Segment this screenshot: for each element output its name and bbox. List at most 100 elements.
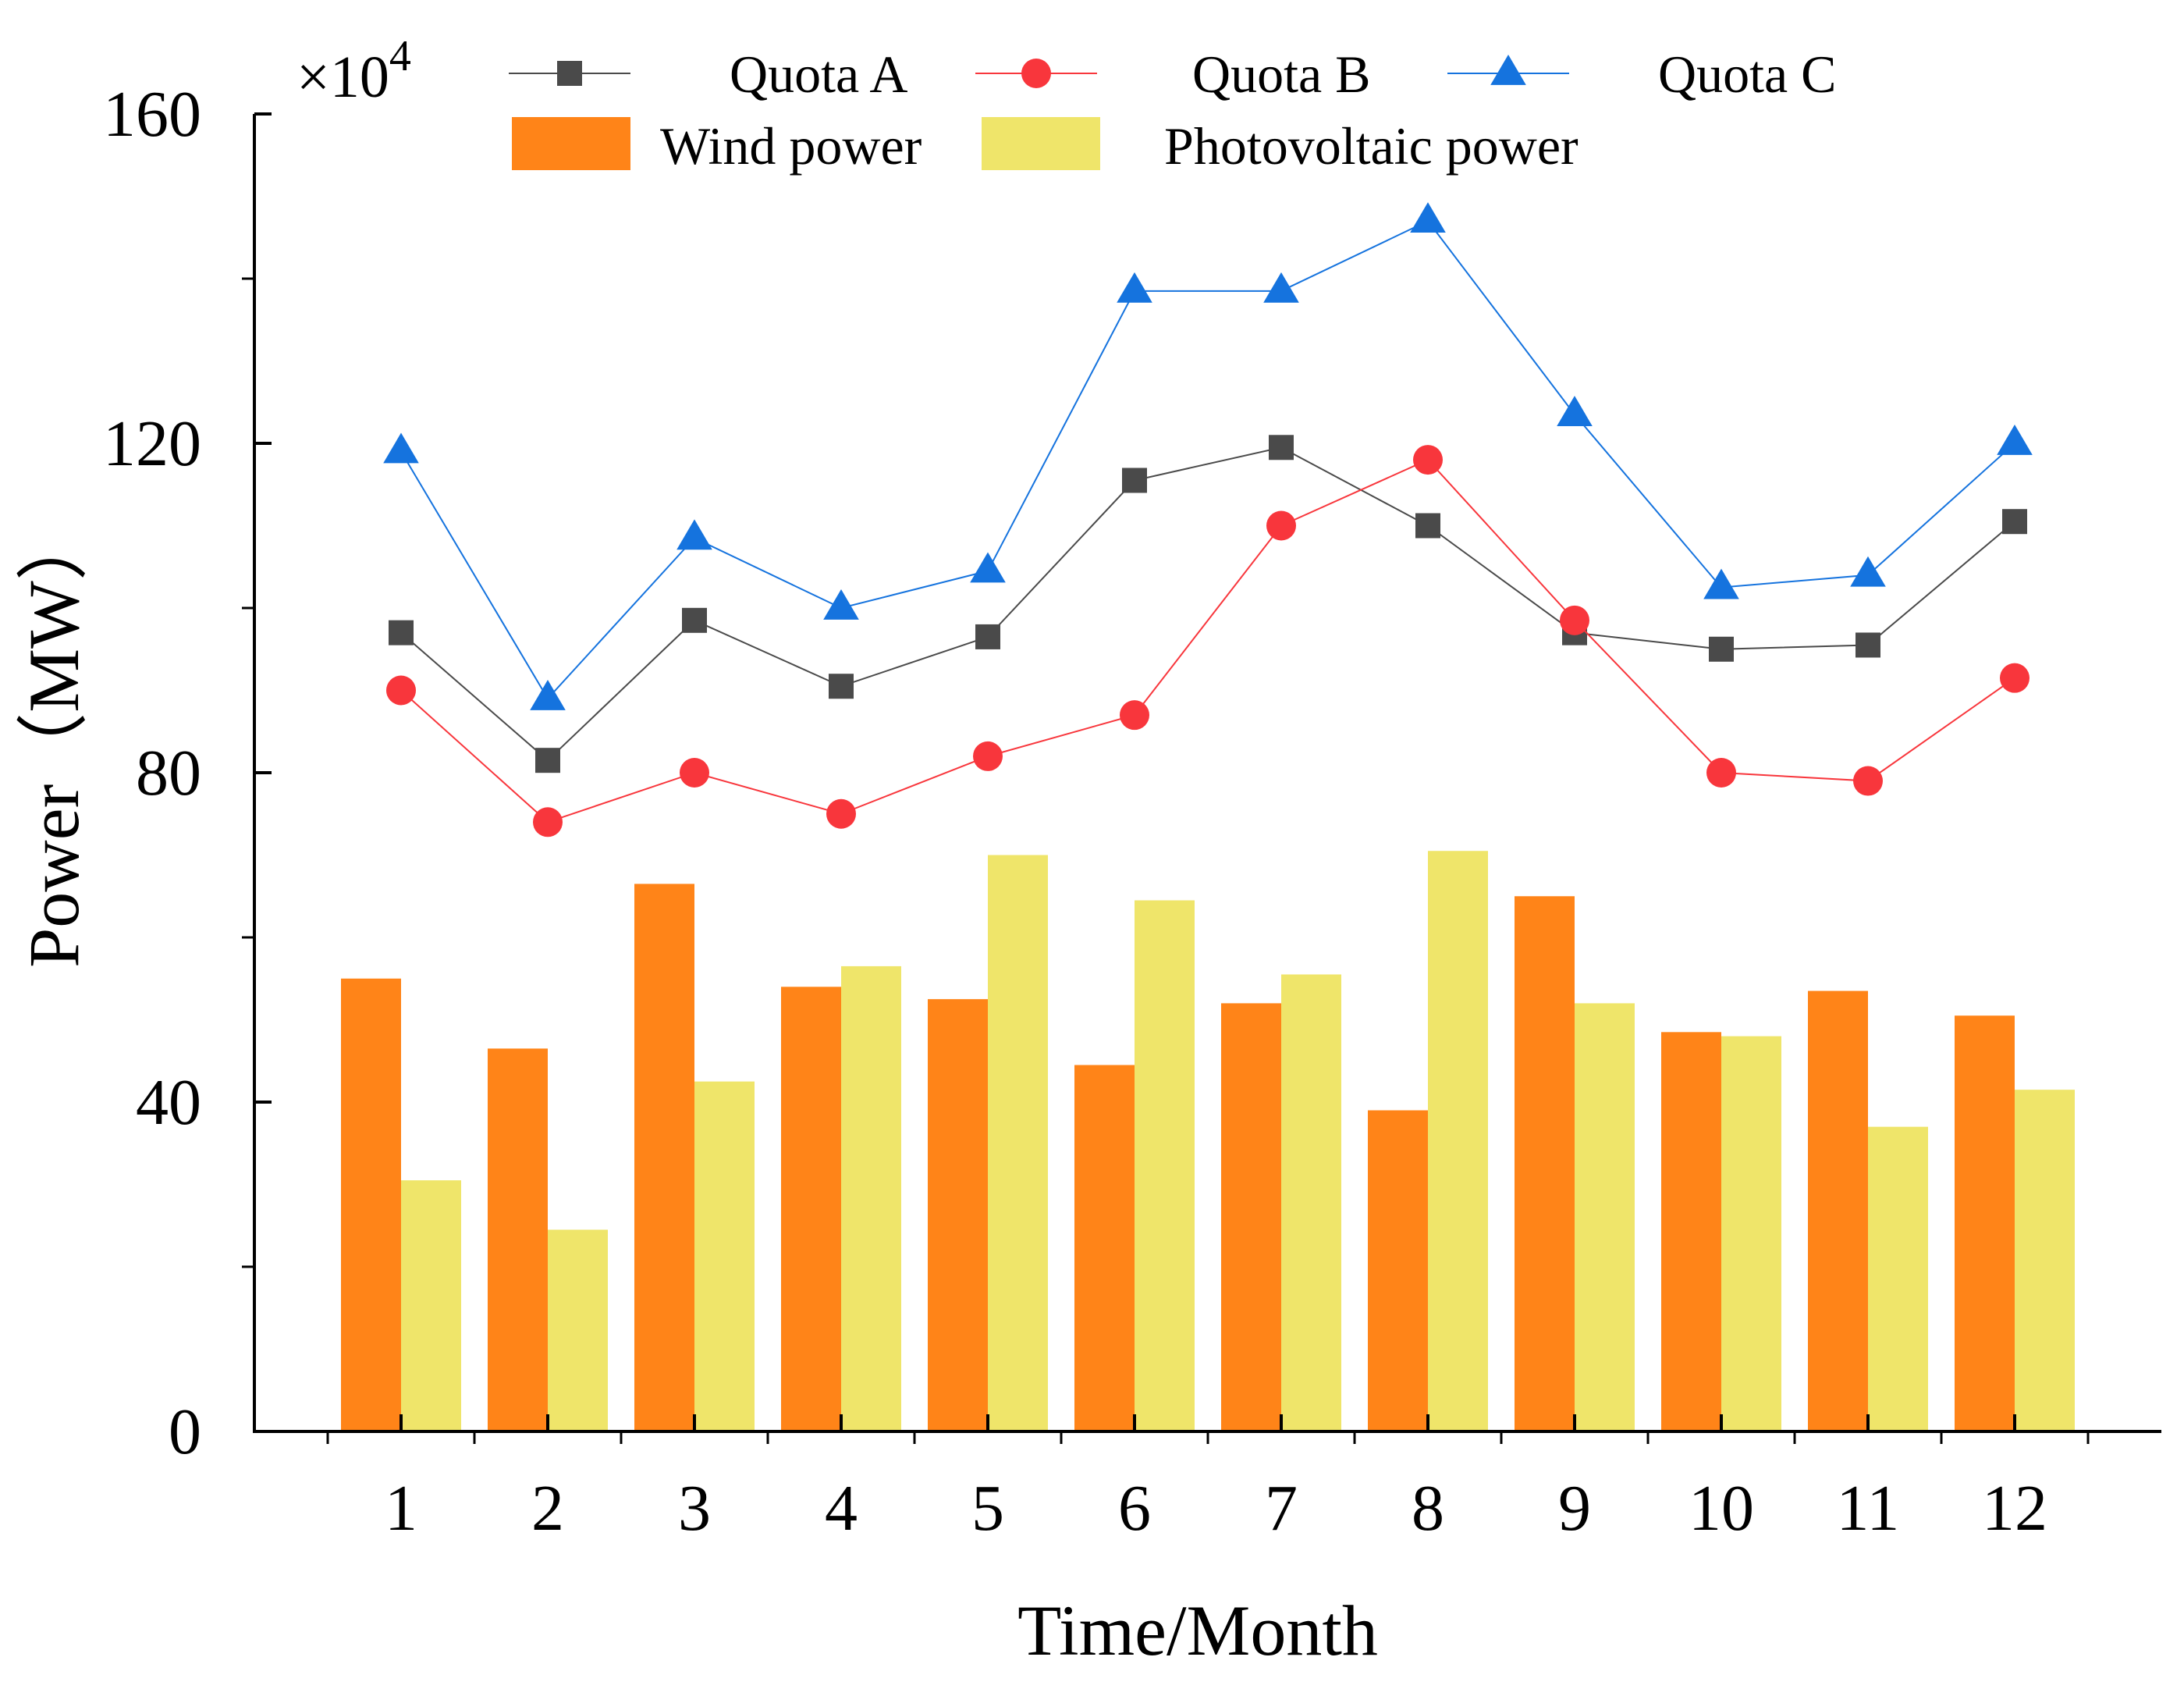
- marker-quota-a-11: [1856, 632, 1880, 658]
- marker-quota-b-11: [1853, 766, 1883, 796]
- legend-marker-quota-a: [557, 61, 582, 86]
- x-tick-label-3: 3: [678, 1472, 711, 1545]
- y-tick-label-120: 120: [103, 407, 201, 480]
- x-tick-label-8: 8: [1412, 1472, 1444, 1545]
- y-axis-title: Power（MW）: [14, 509, 94, 968]
- bar-pv-7: [1281, 974, 1341, 1431]
- bar-wind-12: [1955, 1015, 2015, 1431]
- labels-layer: Time/Month Power（MW） ×104: [14, 32, 1378, 1670]
- legend-item-quota-a: Quota A: [509, 44, 908, 104]
- marker-quota-c-10: [1703, 568, 1739, 599]
- marker-quota-c-5: [970, 552, 1006, 583]
- marker-quota-b-10: [1706, 758, 1736, 788]
- marker-quota-b-4: [826, 798, 856, 829]
- bar-pv-2: [548, 1229, 608, 1431]
- legend-swatch-wind: [512, 117, 630, 170]
- bar-wind-4: [781, 987, 841, 1431]
- legend-item-quota-c: Quota C: [1447, 44, 1837, 104]
- x-tick-label-2: 2: [531, 1472, 564, 1545]
- bar-wind-5: [928, 999, 988, 1431]
- bar-wind-1: [341, 978, 401, 1431]
- marker-quota-b-8: [1413, 445, 1443, 475]
- bars-layer: [341, 851, 2075, 1431]
- y-tick-label-0: 0: [169, 1396, 201, 1468]
- bar-pv-10: [1721, 1036, 1781, 1431]
- marker-quota-a-10: [1709, 636, 1734, 662]
- marker-quota-a-5: [975, 624, 1000, 649]
- legend-label-quota-b: Quota B: [1192, 44, 1371, 104]
- y-tick-label-160: 160: [103, 78, 201, 151]
- marker-quota-c-12: [1997, 425, 2033, 455]
- bar-pv-6: [1135, 900, 1195, 1431]
- marker-quota-a-6: [1122, 468, 1147, 493]
- legend-label-pv: Photovoltaic power: [1164, 116, 1579, 176]
- bar-pv-3: [694, 1081, 755, 1431]
- marker-quota-a-8: [1415, 513, 1440, 539]
- marker-quota-a-1: [389, 620, 414, 645]
- x-tick-label-6: 6: [1118, 1472, 1151, 1545]
- x-tick-label-1: 1: [385, 1472, 417, 1545]
- legend-marker-quota-b: [1021, 59, 1051, 88]
- marker-quota-b-2: [533, 807, 563, 837]
- legend-item-pv: Photovoltaic power: [982, 116, 1579, 176]
- marker-quota-c-9: [1557, 396, 1593, 426]
- marker-quota-b-9: [1560, 605, 1589, 635]
- x-tick-label-4: 4: [825, 1472, 858, 1545]
- bar-pv-9: [1575, 1003, 1635, 1431]
- y-multiplier-label: ×104: [297, 32, 411, 110]
- bar-wind-3: [634, 884, 694, 1431]
- marker-quota-b-6: [1120, 700, 1149, 731]
- x-tick-label-12: 12: [1982, 1472, 2047, 1545]
- legend-marker-quota-c: [1490, 55, 1526, 85]
- lines-layer: [383, 202, 2033, 837]
- line-quota-c: [400, 219, 2015, 700]
- x-axis-title: Time/Month: [1017, 1591, 1378, 1670]
- bar-pv-12: [2015, 1090, 2075, 1431]
- marker-quota-b-3: [680, 758, 709, 788]
- marker-quota-a-3: [682, 607, 707, 633]
- line-quota-a: [400, 446, 2015, 762]
- x-tick-label-10: 10: [1689, 1472, 1754, 1545]
- legend-item-quota-b: Quota B: [975, 44, 1371, 104]
- y-multiplier-base: ×10: [297, 44, 389, 110]
- bar-wind-10: [1661, 1032, 1721, 1431]
- marker-quota-c-7: [1263, 272, 1299, 303]
- marker-quota-c-8: [1410, 202, 1446, 233]
- marker-quota-a-12: [2002, 509, 2027, 535]
- marker-quota-c-6: [1117, 272, 1152, 303]
- bar-pv-11: [1868, 1126, 1928, 1431]
- bar-pv-5: [988, 855, 1048, 1431]
- bar-wind-9: [1515, 896, 1575, 1431]
- legend-label-quota-a: Quota A: [730, 44, 908, 104]
- bar-wind-2: [488, 1048, 548, 1431]
- marker-quota-b-5: [973, 741, 1003, 771]
- bar-wind-8: [1368, 1110, 1428, 1431]
- bar-pv-8: [1428, 851, 1488, 1431]
- bar-pv-1: [401, 1180, 461, 1431]
- marker-quota-c-11: [1850, 556, 1886, 587]
- x-tick-label-5: 5: [971, 1472, 1004, 1545]
- bar-pv-4: [841, 965, 901, 1431]
- marker-quota-c-3: [677, 519, 712, 550]
- y-tick-label-40: 40: [136, 1066, 201, 1139]
- legend: Quota A Quota B Quota C Wind power Photovolt…: [509, 44, 1837, 176]
- y-tick-label-80: 80: [136, 737, 201, 809]
- legend-label-wind: Wind power: [660, 116, 922, 176]
- marker-quota-b-12: [2000, 663, 2030, 693]
- bar-wind-6: [1074, 1065, 1135, 1431]
- marker-quota-a-4: [829, 674, 854, 699]
- line-quota-b: [400, 458, 2015, 823]
- x-tick-label-11: 11: [1837, 1472, 1900, 1545]
- legend-label-quota-c: Quota C: [1658, 44, 1837, 104]
- bar-wind-11: [1808, 990, 1868, 1431]
- marker-quota-c-2: [530, 680, 566, 710]
- marker-quota-b-1: [386, 675, 416, 706]
- marker-quota-b-7: [1266, 510, 1296, 541]
- marker-quota-c-4: [823, 589, 859, 620]
- marker-quota-c-1: [383, 432, 419, 464]
- marker-quota-a-2: [535, 748, 560, 773]
- marker-quota-a-7: [1269, 435, 1294, 461]
- legend-swatch-pv: [982, 117, 1100, 170]
